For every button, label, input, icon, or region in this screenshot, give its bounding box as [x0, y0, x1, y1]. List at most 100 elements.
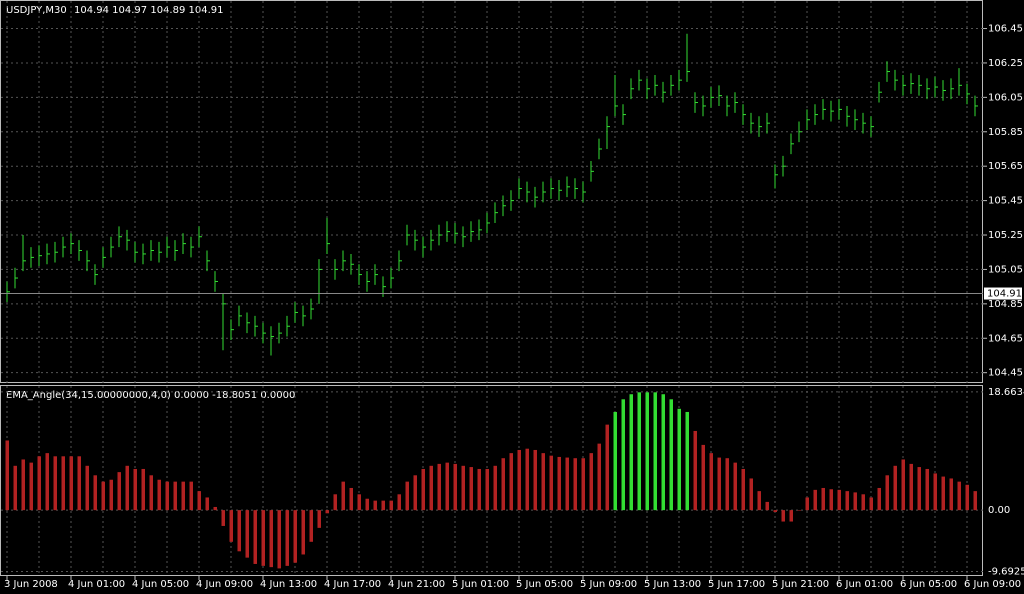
histogram-bar [437, 463, 441, 511]
histogram-bar [69, 456, 73, 511]
histogram-bar [45, 453, 49, 511]
histogram-bar [133, 468, 137, 511]
histogram-bar [765, 501, 769, 511]
x-tick-label: 4 Jun 13:00 [260, 579, 317, 590]
histogram-bar [541, 453, 545, 511]
histogram-bar [469, 467, 473, 511]
histogram-bar [509, 453, 513, 511]
histogram-bar [461, 465, 465, 511]
histogram-bar [749, 478, 753, 511]
histogram-bar [893, 465, 897, 511]
histogram-bar [797, 510, 801, 511]
histogram-bar [861, 494, 865, 511]
histogram-bar [965, 484, 969, 511]
histogram-bar [973, 491, 977, 511]
histogram-bar [349, 487, 353, 511]
histogram-bar [533, 449, 537, 511]
histogram-bar [597, 443, 601, 511]
histogram-bar [693, 430, 697, 511]
histogram-bar [93, 475, 97, 511]
histogram-bar [53, 456, 57, 511]
histogram-bar [757, 491, 761, 511]
histogram-bar [949, 478, 953, 511]
x-tick-label: 6 Jun 09:00 [964, 579, 1021, 590]
histogram-bar [109, 479, 113, 511]
histogram-bar [397, 494, 401, 511]
histogram-bar [453, 463, 457, 511]
y-tick-label: 18.6634 [988, 387, 1024, 398]
histogram-bar [589, 453, 593, 511]
y-tick-label: 105.45 [988, 196, 1023, 207]
histogram-bar [141, 468, 145, 511]
histogram-bar [669, 399, 673, 511]
histogram-bar [189, 481, 193, 511]
histogram-bar [77, 456, 81, 511]
histogram-bar [957, 481, 961, 511]
histogram-bar [517, 449, 521, 511]
y-tick-label: 104.45 [988, 368, 1023, 379]
y-tick-label: 0.00 [988, 505, 1010, 516]
histogram-bar [653, 392, 657, 511]
y-tick-label: 105.85 [988, 127, 1023, 138]
histogram-bar [853, 492, 857, 511]
y-tick-label: 106.05 [988, 92, 1023, 103]
histogram-bar [205, 497, 209, 511]
histogram-bar [61, 456, 65, 511]
histogram-bar [485, 468, 489, 511]
histogram-bar [525, 448, 529, 511]
histogram-bar [405, 481, 409, 511]
histogram-bar [661, 394, 665, 511]
histogram-bar [717, 457, 721, 511]
x-tick-label: 5 Jun 09:00 [580, 579, 637, 590]
current-price-box [984, 287, 1022, 300]
histogram-bar [445, 462, 449, 511]
x-tick-label: 4 Jun 21:00 [388, 579, 445, 590]
histogram-bar [421, 468, 425, 511]
histogram-bar [781, 510, 785, 522]
histogram-bar [813, 489, 817, 511]
x-tick-label: 5 Jun 21:00 [772, 579, 829, 590]
histogram-bar [13, 465, 17, 511]
price-header: USDJPY,M30 104.94 104.97 104.89 104.91 [6, 5, 224, 16]
histogram-bar [629, 394, 633, 511]
histogram-bar [821, 487, 825, 511]
histogram-bar [725, 458, 729, 511]
histogram-bar [613, 411, 617, 511]
indicator-title: EMA_Angle(34,15.00000000,4,0) 0.0000 -18… [6, 390, 295, 401]
histogram-bar [917, 467, 921, 511]
x-tick-label: 6 Jun 01:00 [836, 579, 893, 590]
histogram-bar [477, 468, 481, 511]
histogram-bar [173, 481, 177, 511]
y-tick-label: 104.65 [988, 333, 1023, 344]
histogram-bar [381, 500, 385, 511]
histogram-bar [389, 500, 393, 511]
histogram-bar [285, 510, 289, 566]
x-tick-label: 6 Jun 05:00 [900, 579, 957, 590]
y-tick-label: 105.25 [988, 230, 1023, 241]
histogram-bar [261, 510, 265, 566]
histogram-bar [237, 510, 241, 552]
histogram-bar [5, 440, 9, 511]
histogram-bar [245, 510, 249, 558]
histogram-bar [197, 491, 201, 511]
histogram-bar [365, 498, 369, 511]
histogram-bar [181, 481, 185, 511]
histogram-bar [877, 487, 881, 511]
histogram-bar [373, 500, 377, 511]
x-tick-label: 4 Jun 01:00 [68, 579, 125, 590]
histogram-bar [709, 453, 713, 511]
low-value: 104.89 [150, 5, 185, 16]
histogram-bar [829, 489, 833, 511]
histogram-bar [301, 510, 305, 555]
histogram-bar [413, 475, 417, 511]
histogram-bar [869, 497, 873, 511]
histogram-bar [229, 510, 233, 542]
histogram-bar [125, 465, 129, 511]
histogram-bar [317, 510, 321, 528]
histogram-bar [213, 506, 217, 511]
histogram-bar [309, 510, 313, 542]
histogram-bar [333, 494, 337, 511]
histogram-bar [277, 510, 281, 569]
